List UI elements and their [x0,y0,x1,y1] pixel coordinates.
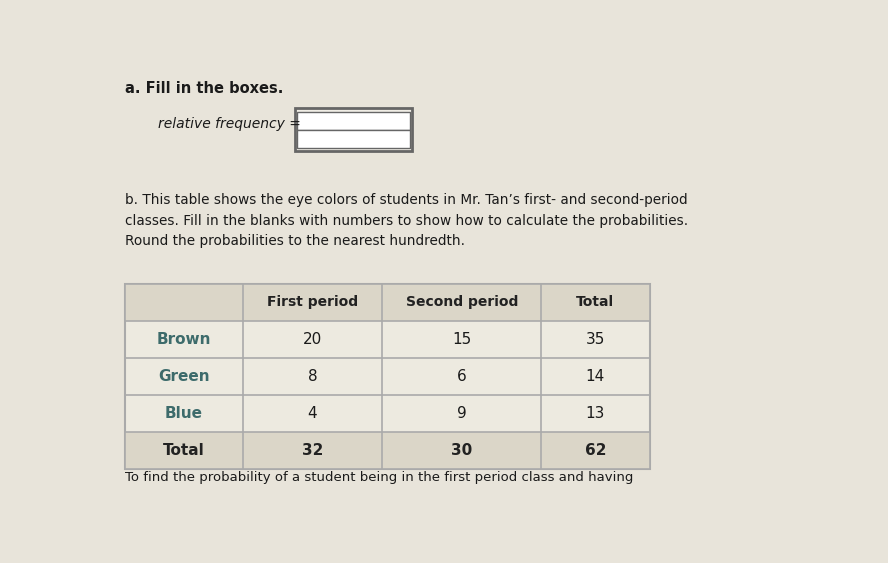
Text: 9: 9 [456,406,466,421]
Text: 8: 8 [307,369,317,384]
Bar [296,108,412,151]
Text: 20: 20 [303,332,322,347]
Text: 13: 13 [586,406,605,421]
Bar [125,284,650,321]
Text: 35: 35 [586,332,605,347]
Text: 62: 62 [584,443,607,458]
Bar [125,284,650,469]
Text: 4: 4 [307,406,317,421]
Text: Brown: Brown [156,332,211,347]
Text: a. Fill in the boxes.: a. Fill in the boxes. [125,82,283,96]
Bar [125,432,650,469]
Text: 30: 30 [451,443,472,458]
Bar [297,130,410,149]
Text: First period: First period [267,296,358,310]
Text: Total: Total [163,443,205,458]
Text: To find the probability of a student being in the first period class and having: To find the probability of a student bei… [125,471,633,484]
Text: Blue: Blue [165,406,202,421]
Text: 15: 15 [452,332,472,347]
Text: 32: 32 [302,443,323,458]
Text: b. This table shows the eye colors of students in Mr. Tan’s first- and second-pe: b. This table shows the eye colors of st… [125,193,688,248]
Bar [297,112,410,130]
Text: relative frequency =: relative frequency = [157,117,300,131]
Text: Second period: Second period [406,296,518,310]
Text: 14: 14 [586,369,605,384]
Text: Total: Total [576,296,614,310]
Text: 6: 6 [456,369,466,384]
Text: Green: Green [158,369,210,384]
